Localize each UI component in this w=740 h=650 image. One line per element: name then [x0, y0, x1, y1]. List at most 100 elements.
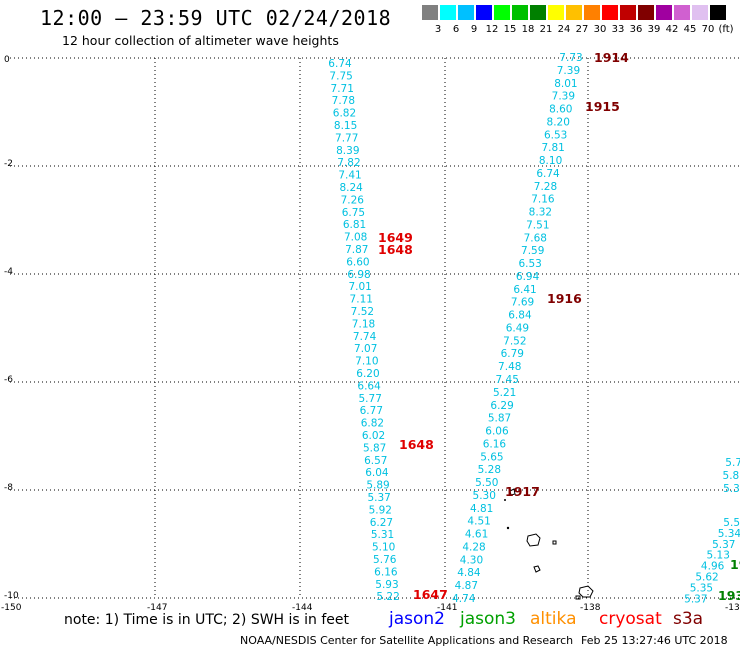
wave-height-value: 8.60	[549, 104, 572, 116]
wave-height-value: 4.81	[470, 503, 493, 515]
wave-height-value: 4.28	[462, 541, 485, 553]
wave-height-value: 6.74	[536, 168, 560, 180]
colorbar-label: 42	[665, 24, 679, 35]
colorbar-swatch	[440, 5, 456, 20]
wave-height-value: 7.81	[541, 142, 564, 154]
wave-height-value: 6.04	[365, 467, 389, 479]
wave-height-value: 6.94	[516, 271, 540, 283]
wave-height-value: 5.83	[723, 470, 740, 482]
latitude-label: -4	[4, 267, 13, 277]
wave-height-value: 6.60	[346, 256, 369, 268]
colorbar-label: 9	[470, 24, 478, 35]
credit-text: NOAA/NESDIS Center for Satellite Applica…	[240, 634, 574, 647]
wave-height-value: 8.01	[554, 78, 577, 90]
pass-time-label: 1648	[399, 437, 434, 452]
wave-height-value: 5.62	[695, 572, 718, 584]
wave-height-value: 6.53	[518, 258, 541, 270]
latitude-label: 0	[4, 55, 10, 65]
colorbar-swatch	[476, 5, 492, 20]
wave-height-value: 7.18	[352, 318, 375, 330]
wave-height-value: 5.3	[723, 483, 740, 495]
wave-height-value: 7.78	[332, 95, 355, 107]
wave-height-value: 8.24	[339, 182, 363, 194]
wave-height-value: 5.78	[725, 457, 740, 469]
map-grid: 0 -2 -4 -6 -8 -10 -150 -147 -144 -141 -138 -13	[1, 55, 740, 613]
wave-height-value: 5.50	[475, 477, 498, 489]
wave-height-value: 4.30	[460, 554, 483, 566]
colorbar-swatch	[584, 5, 600, 20]
colorbar-swatch	[566, 5, 582, 20]
wave-height-value: 8.39	[336, 145, 359, 157]
wave-height-value: 8.15	[334, 120, 357, 132]
pass-time-label: 1916	[547, 291, 582, 306]
wave-height-value: 7.10	[355, 356, 378, 368]
wave-height-value: 5.89	[366, 480, 389, 492]
wave-height-value: 6.57	[364, 455, 387, 467]
wave-height-value: 6.74	[328, 58, 352, 70]
wave-height-value: 7.74	[353, 331, 377, 343]
wave-height-value: 5.30	[473, 490, 496, 502]
wave-height-value: 6.79	[501, 348, 524, 360]
satellite-legend-altika: altika	[530, 609, 577, 629]
wave-height-value: 5.92	[369, 504, 392, 516]
wave-height-value: 7.48	[498, 361, 521, 373]
wave-height-value: 5.87	[488, 413, 511, 425]
satellite-legend-s3a: s3a	[673, 609, 704, 629]
wave-height-value: 6.82	[361, 418, 384, 430]
wave-height-value: 6.53	[544, 129, 567, 141]
wave-height-value: 7.41	[338, 170, 361, 182]
colorbar-label: 6	[452, 24, 460, 35]
colorbar-label: 39	[647, 24, 661, 35]
wave-height-value: 5.35	[690, 582, 713, 594]
colorbar-swatch	[512, 5, 528, 20]
wave-height-value: 5.34	[718, 528, 740, 540]
wave-height-value: 8.10	[539, 155, 562, 167]
longitude-label: -147	[147, 603, 167, 613]
colorbar-label: 33	[611, 24, 625, 35]
wave-height-value: 4.51	[467, 516, 490, 528]
pass-time-label: 19	[730, 557, 740, 572]
wave-height-value: 6.64	[357, 380, 381, 392]
colorbar-swatch	[458, 5, 474, 20]
wave-height-value: 7.28	[534, 181, 557, 193]
wave-height-value: 5.21	[493, 387, 516, 399]
wave-height-value: 8.32	[529, 207, 552, 219]
wave-height-value: 7.73	[559, 52, 582, 64]
colorbar-swatch	[638, 5, 654, 20]
wave-height-value: 7.69	[511, 297, 534, 309]
wave-height-value: 6.41	[513, 284, 536, 296]
longitude-label: -144	[292, 603, 313, 613]
longitude-label: -13	[725, 603, 740, 613]
wave-height-value: 7.52	[503, 335, 526, 347]
wave-height-value: 5.93	[375, 579, 398, 591]
longitude-label: -150	[1, 603, 22, 613]
latitude-label: -2	[4, 159, 13, 169]
wave-height-value: 7.52	[351, 306, 374, 318]
wave-height-value: 7.59	[521, 245, 544, 257]
wave-height-value: 7.75	[329, 70, 352, 82]
wave-height-value: 6.49	[506, 322, 529, 334]
colorbar-label: 27	[575, 24, 589, 35]
colorbar-swatch	[602, 5, 618, 20]
longitude-label: -138	[580, 603, 601, 613]
colorbar-swatch	[422, 5, 438, 20]
latitude-label: -6	[4, 375, 13, 385]
colorbar-swatch	[620, 5, 636, 20]
colorbar-swatch	[692, 5, 708, 20]
satellite-legend-cryosat: cryosat	[599, 609, 662, 629]
wave-height-value: 5.65	[480, 451, 503, 463]
wave-height-value: 7.87	[345, 244, 368, 256]
timestamp-text: Feb 25 13:27:46 UTC 2018	[581, 634, 728, 647]
wave-height-value: 7.08	[344, 232, 367, 244]
wave-height-value: 5.28	[478, 464, 501, 476]
wave-height-value: 6.77	[360, 405, 383, 417]
pass-time-label: 1917	[505, 484, 540, 499]
wave-height-value: 7.16	[531, 194, 555, 206]
wave-height-value: 5.53	[723, 517, 740, 529]
island-coastlines	[504, 488, 594, 600]
wave-height-value: 6.84	[508, 310, 532, 322]
wave-height-value: 7.68	[524, 232, 547, 244]
latitude-label: -8	[4, 483, 13, 493]
colorbar-swatch	[710, 5, 726, 20]
